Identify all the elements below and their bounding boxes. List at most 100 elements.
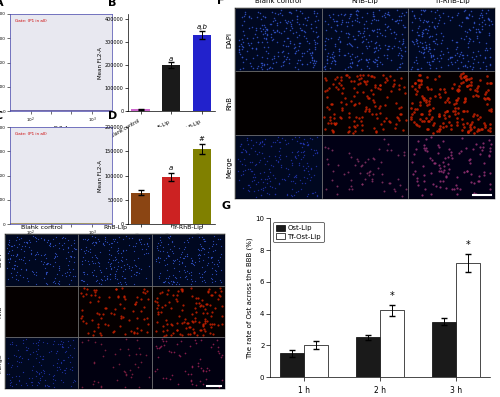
Point — [481, 91, 489, 98]
Point — [4, 242, 12, 248]
Point — [166, 233, 174, 239]
Point — [338, 155, 345, 162]
Point — [362, 44, 370, 51]
Point — [271, 153, 279, 160]
Point — [336, 73, 344, 80]
Point — [415, 77, 423, 83]
Point — [367, 20, 375, 26]
Point — [473, 85, 481, 91]
Point — [454, 10, 462, 16]
Point — [367, 171, 375, 177]
Point — [364, 32, 372, 39]
Point — [8, 341, 16, 347]
Point — [154, 310, 162, 317]
Point — [50, 280, 58, 286]
Point — [180, 269, 188, 276]
Point — [51, 250, 59, 256]
Point — [92, 273, 100, 279]
Point — [346, 165, 354, 172]
Point — [164, 253, 172, 260]
Point — [354, 81, 362, 87]
Point — [129, 347, 137, 353]
Point — [434, 168, 442, 175]
Point — [320, 64, 328, 70]
Point — [171, 257, 179, 263]
Point — [122, 372, 130, 378]
Point — [78, 277, 86, 283]
Point — [347, 78, 355, 84]
Point — [452, 146, 460, 153]
Point — [418, 192, 426, 198]
Point — [254, 179, 262, 185]
Point — [397, 17, 405, 23]
Point — [350, 101, 358, 107]
Point — [42, 264, 50, 271]
Text: B: B — [108, 0, 116, 8]
Point — [186, 376, 194, 383]
Point — [420, 142, 428, 148]
Point — [165, 235, 173, 242]
Point — [163, 366, 171, 372]
Point — [206, 347, 214, 353]
Point — [462, 145, 470, 152]
Point — [349, 173, 357, 179]
Point — [348, 153, 356, 159]
Point — [84, 258, 92, 264]
Point — [414, 77, 422, 83]
Point — [300, 166, 308, 173]
Point — [463, 13, 471, 20]
Point — [428, 157, 436, 164]
Point — [360, 25, 368, 32]
Point — [295, 32, 303, 38]
Point — [269, 27, 277, 33]
Point — [168, 239, 176, 245]
Point — [354, 18, 362, 24]
Point — [430, 38, 438, 44]
Point — [452, 105, 460, 111]
Point — [307, 25, 315, 31]
Point — [392, 35, 400, 41]
Point — [390, 141, 398, 147]
Point — [440, 167, 448, 173]
Point — [458, 19, 466, 25]
Point — [327, 167, 335, 173]
Point — [235, 49, 243, 55]
Point — [51, 258, 59, 265]
Point — [300, 50, 308, 56]
Point — [88, 233, 96, 239]
Point — [414, 137, 422, 144]
Point — [385, 118, 393, 124]
Point — [165, 273, 173, 279]
Point — [28, 233, 36, 239]
Point — [194, 252, 202, 258]
Point — [44, 237, 52, 243]
Point — [369, 9, 377, 15]
Point — [456, 150, 464, 156]
Point — [15, 236, 23, 243]
Point — [401, 160, 409, 166]
Point — [362, 137, 370, 144]
Point — [167, 349, 175, 355]
Point — [210, 266, 218, 273]
Point — [434, 40, 442, 47]
Point — [352, 141, 360, 147]
Point — [373, 159, 381, 165]
Point — [204, 254, 212, 260]
Point — [272, 156, 280, 163]
Point — [476, 65, 484, 71]
Point — [382, 115, 390, 121]
Bar — [192, 35, 211, 111]
Point — [243, 35, 251, 41]
Point — [422, 43, 430, 50]
Point — [302, 17, 310, 23]
Point — [486, 143, 494, 149]
Point — [134, 376, 141, 382]
Point — [323, 156, 331, 162]
Point — [470, 190, 478, 197]
Point — [290, 180, 298, 186]
Point — [261, 14, 269, 21]
Point — [438, 30, 446, 36]
Point — [458, 152, 466, 159]
Point — [328, 58, 336, 64]
Point — [101, 347, 109, 353]
